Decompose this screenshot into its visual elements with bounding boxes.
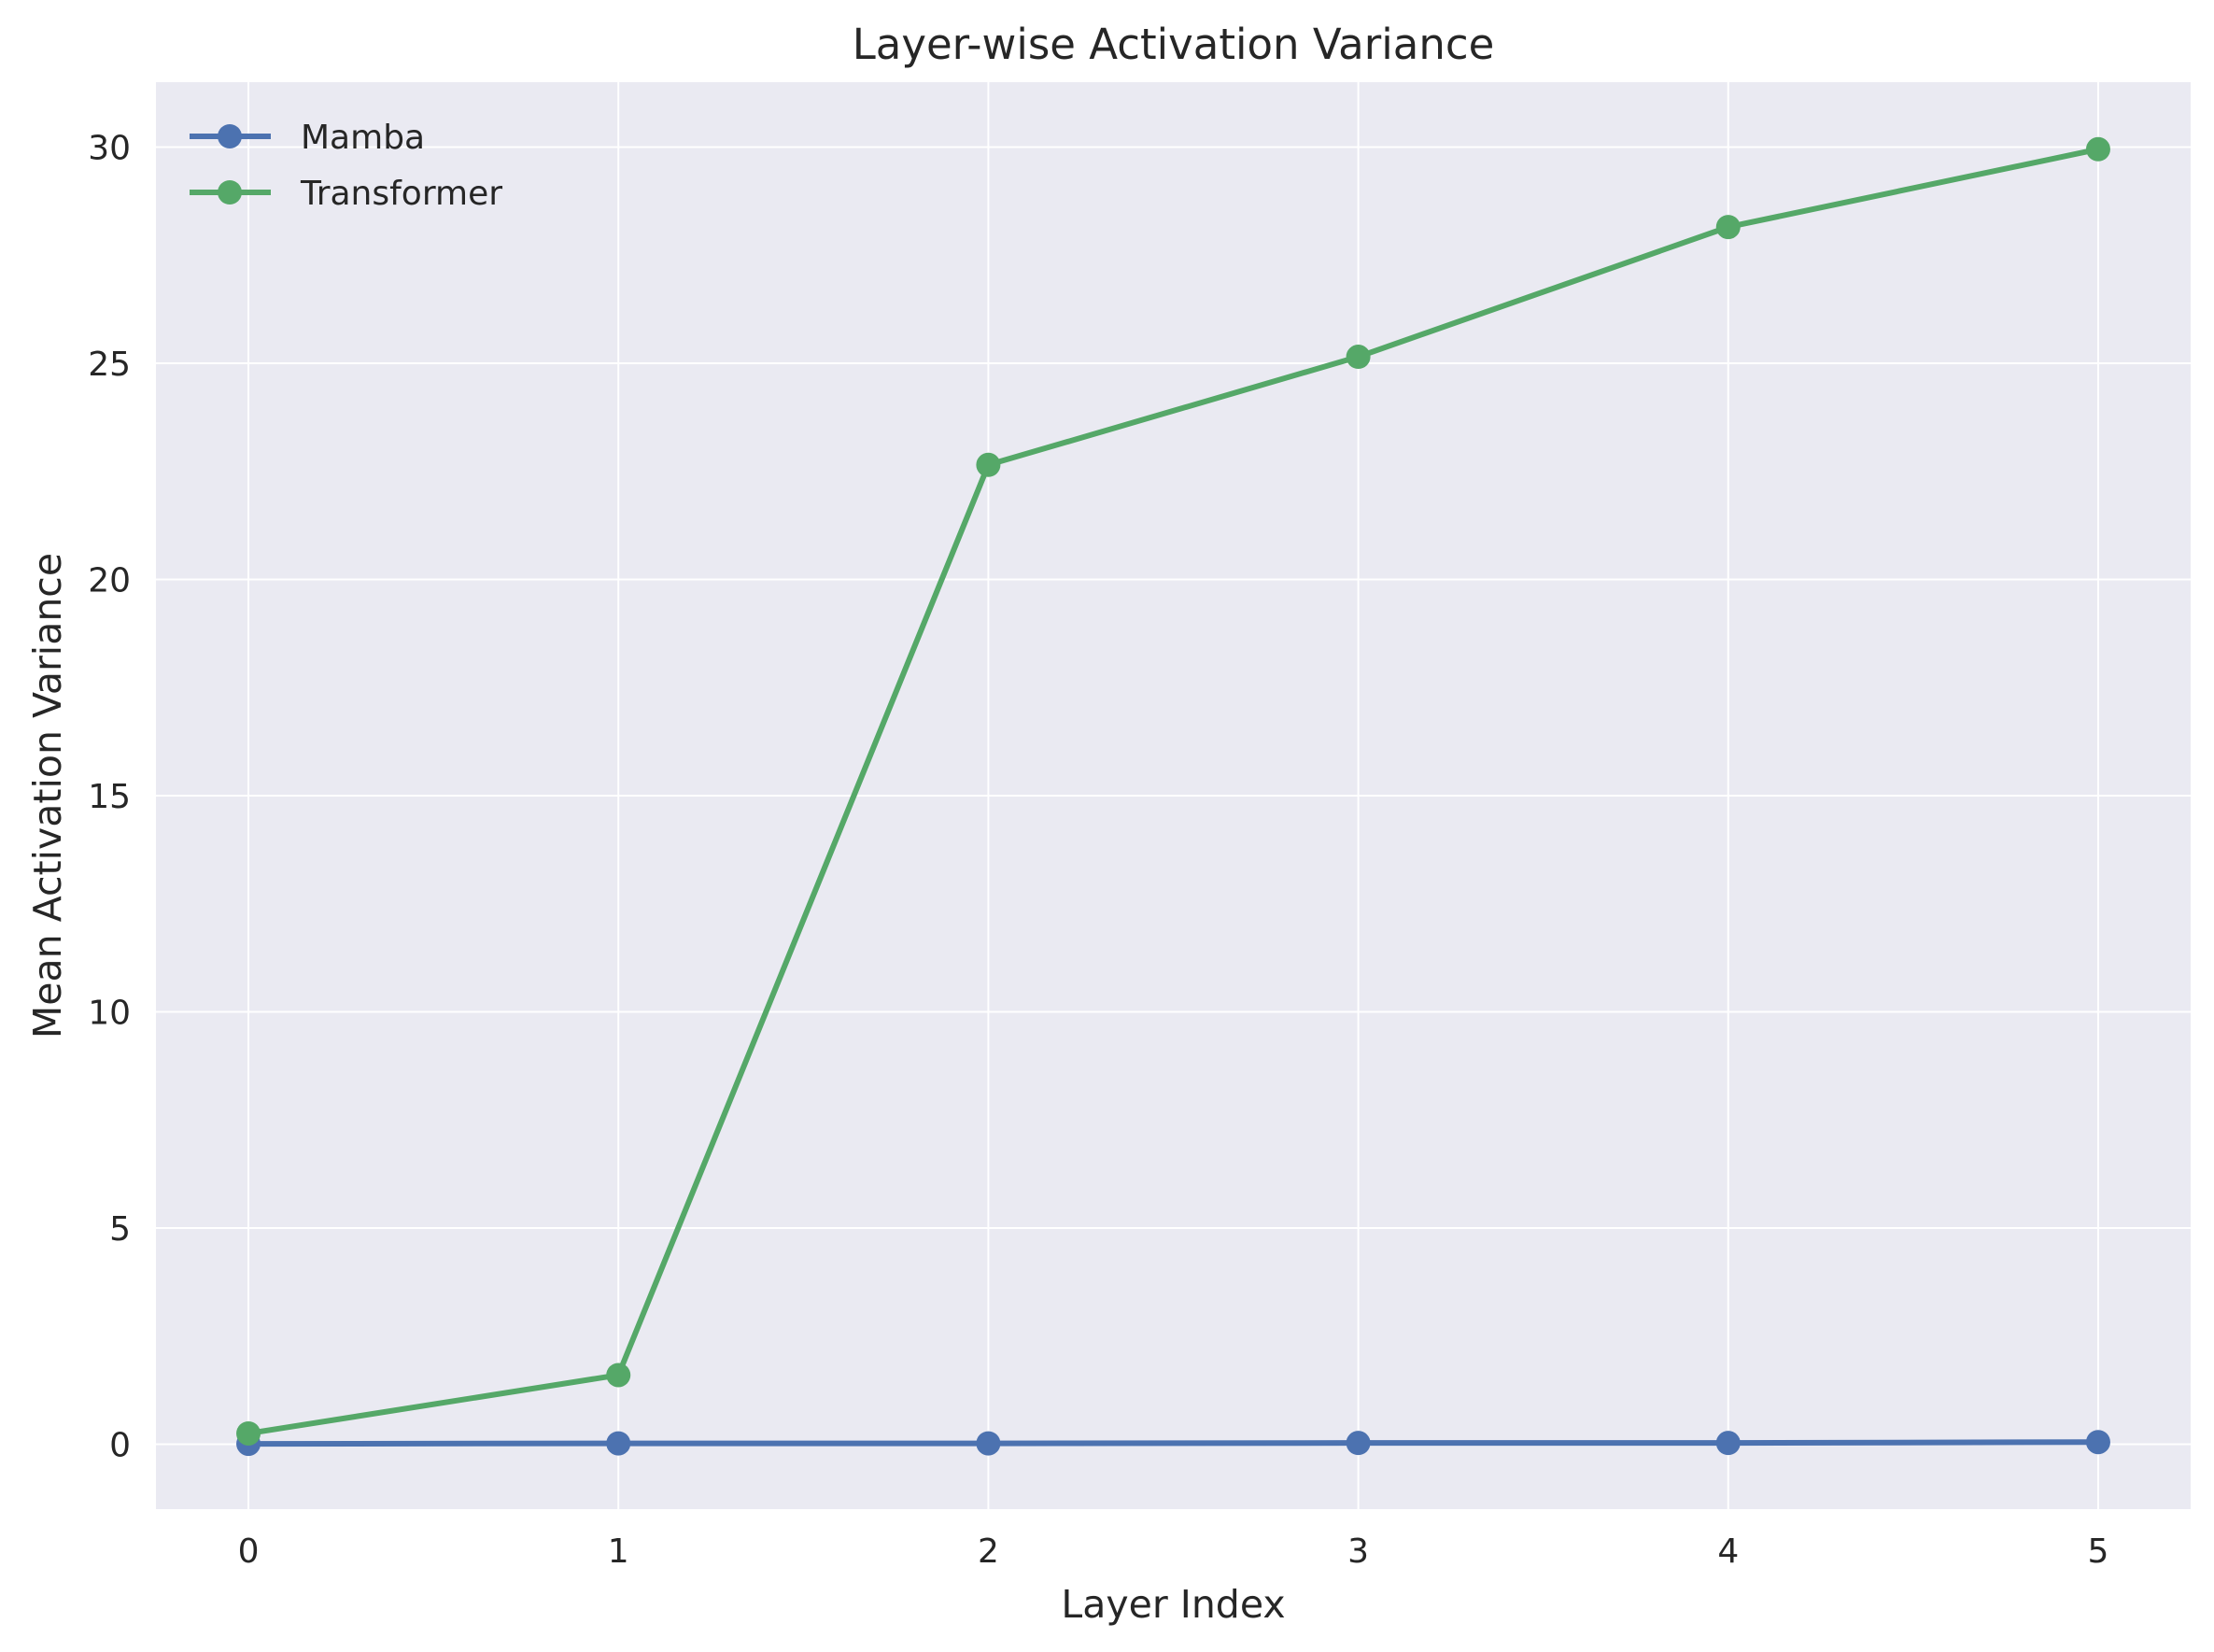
legend-label: Mamba [301,119,425,157]
legend-marker [218,180,242,205]
data-point [606,1363,631,1388]
data-point [976,452,1001,477]
x-tick-label: 4 [1717,1532,1739,1571]
series-transformer [236,136,2110,1446]
y-tick-label: 10 [88,995,131,1033]
legend-item: Transformer [190,175,502,213]
x-axis-label: Layer Index [1061,1582,1285,1627]
chart-title: Layer-wise Activation Variance [853,20,1495,69]
legend-marker [218,124,242,148]
data-point [1346,1431,1371,1456]
x-tick-label: 1 [608,1532,629,1571]
data-point [2085,1430,2110,1455]
legend-item: Mamba [190,119,425,157]
y-tick-label: 30 [88,129,131,167]
data-point [606,1431,631,1456]
y-tick-label: 15 [88,778,131,816]
legend-label: Transformer [300,175,502,213]
series-layer [236,136,2110,1457]
data-point [236,1420,261,1446]
data-point [2085,136,2110,162]
y-axis-label: Mean Activation Variance [25,553,70,1038]
x-tick-labels: 0 1 2 3 4 5 [238,1532,2109,1571]
x-tick-label: 2 [978,1532,999,1571]
data-point [1715,215,1741,240]
data-point [1346,345,1371,370]
data-point [976,1431,1001,1456]
x-tick-label: 3 [1347,1532,1369,1571]
x-tick-label: 5 [2088,1532,2109,1571]
series-line [246,146,2101,1436]
x-tick-label: 0 [238,1532,260,1571]
series-line [246,1439,2101,1447]
grid-lines [156,82,2191,1509]
y-tick-label: 5 [109,1210,131,1249]
y-tick-label: 25 [88,346,131,384]
y-tick-label: 0 [109,1427,131,1465]
y-tick-label: 20 [88,561,131,600]
legend: Mamba Transformer [190,119,502,213]
data-point [1715,1431,1741,1456]
y-tick-labels: 0 5 10 15 20 25 30 [88,129,131,1464]
